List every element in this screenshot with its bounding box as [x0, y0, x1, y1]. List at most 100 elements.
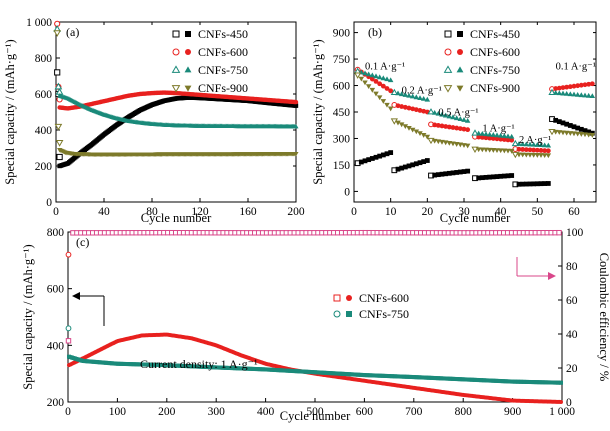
data-point	[454, 125, 460, 131]
y-tick-label: 400	[47, 340, 65, 352]
data-point	[519, 141, 526, 147]
data-point	[369, 87, 376, 93]
data-point	[505, 148, 511, 154]
data-point	[531, 147, 537, 153]
y2-tick-label: 20	[566, 363, 578, 375]
data-point	[545, 181, 551, 186]
y-tick-label: 800	[47, 227, 65, 239]
data-point	[402, 104, 408, 110]
data-point	[380, 99, 387, 104]
data-point	[527, 181, 533, 187]
x-tick-label: 20	[422, 206, 434, 218]
x-tick-label: 60	[568, 206, 580, 218]
panel-c-label: (c)	[76, 235, 89, 249]
y-tick-label: 300	[333, 133, 351, 145]
rate-label: 0.5 A·g⁻¹	[438, 108, 478, 119]
data-point	[443, 171, 449, 177]
panel-a-ylabel: Special capacity / (mAh·g⁻¹)	[3, 39, 17, 184]
data-point	[406, 125, 412, 131]
data-point	[453, 115, 460, 121]
legend-marker-filled	[456, 66, 464, 73]
data-point	[516, 141, 522, 146]
data-point	[476, 134, 482, 140]
data-point	[589, 81, 595, 87]
data-point	[486, 147, 493, 153]
x-tick-label: 30	[458, 206, 470, 218]
data-point-open	[427, 108, 435, 115]
legend-marker-filled	[346, 311, 352, 317]
legend-label: CNFs-900	[470, 81, 520, 95]
data-point	[519, 152, 526, 158]
panel-a-xlabel: Cycle number	[141, 211, 212, 225]
data-point	[527, 147, 533, 153]
data-point	[483, 131, 489, 137]
legend-label: CNFs-450	[470, 27, 520, 41]
panel-c-ylabel: Special capacity / (mAh·g⁻¹)	[21, 244, 35, 389]
x-tick-label: 400	[257, 406, 275, 418]
data-point	[523, 147, 529, 153]
data-point	[578, 132, 585, 137]
data-point	[439, 171, 445, 177]
data-point	[465, 168, 471, 174]
data-point	[417, 108, 423, 113]
data-point	[520, 181, 526, 187]
data-point	[538, 181, 544, 187]
data-point	[523, 141, 530, 147]
data-point	[406, 92, 412, 98]
data-point	[564, 84, 570, 90]
y-tick-label: 0	[344, 186, 350, 198]
y2-tick-label: 80	[566, 261, 578, 273]
data-point	[443, 124, 449, 129]
data-point	[475, 147, 482, 153]
data-point	[494, 136, 500, 142]
legend-label: CNFs-450	[198, 27, 248, 41]
legend-marker-filled	[185, 49, 191, 55]
data-point	[505, 173, 511, 179]
data-point	[435, 172, 441, 178]
data-point-open	[511, 151, 519, 159]
data-point	[575, 83, 581, 89]
left-arrow-head	[72, 292, 80, 300]
y-tick-label: 600	[333, 81, 351, 93]
data-point	[534, 142, 541, 147]
data-point	[454, 170, 460, 175]
data-point	[501, 148, 508, 154]
legend-marker-open	[443, 85, 453, 93]
data-point	[589, 133, 596, 138]
legend-marker-filled	[457, 49, 463, 55]
data-point	[516, 181, 522, 187]
y-tick-label: 600	[35, 89, 53, 101]
data-point	[578, 82, 584, 88]
data-point	[560, 90, 566, 96]
data-point	[560, 120, 566, 126]
legend-marker-open	[172, 48, 180, 56]
data-point	[483, 147, 489, 153]
y-tick-label: 0	[46, 197, 52, 209]
panel-b-label: (b)	[368, 25, 382, 39]
data-point	[388, 150, 394, 155]
data-point	[399, 104, 405, 109]
data-point	[413, 161, 419, 167]
data-point	[527, 141, 533, 147]
data-point-open	[390, 88, 398, 96]
data-point	[479, 135, 485, 140]
data-point	[465, 127, 471, 133]
data-point	[417, 95, 423, 100]
panel-b-ylabel: Special capacity / (mAh·g⁻¹)	[311, 39, 325, 184]
legend-marker-open	[171, 65, 181, 73]
data-point	[508, 133, 515, 139]
data-point	[410, 106, 416, 112]
data-point	[552, 90, 559, 95]
data-point	[384, 86, 390, 91]
data-point	[439, 123, 445, 129]
data-point	[461, 126, 467, 132]
data-point	[542, 148, 548, 154]
panel-b-xlabel: Cycle number	[440, 211, 511, 225]
data-point	[365, 71, 372, 77]
data-point	[585, 92, 592, 98]
data-point	[398, 91, 405, 97]
data-point	[450, 170, 456, 176]
data-point	[432, 122, 438, 128]
data-point	[490, 136, 496, 141]
data-point	[523, 152, 530, 158]
